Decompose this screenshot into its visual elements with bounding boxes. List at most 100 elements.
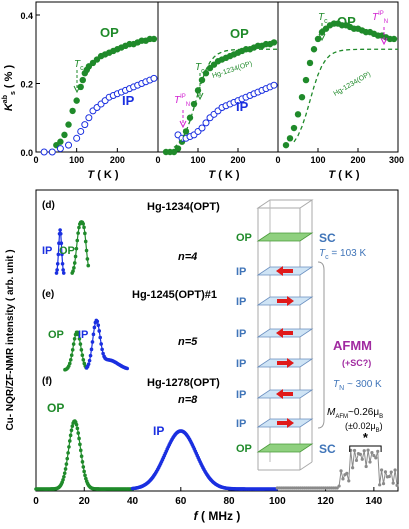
top-xtick-label: 0 <box>155 155 160 165</box>
spec-f-op-point <box>75 426 80 431</box>
tn-label: TIPN <box>372 11 388 25</box>
bottom-xtick-label: 80 <box>224 496 236 507</box>
op-data-point <box>65 121 72 128</box>
layer-label-ip: IP <box>236 266 246 278</box>
spec-f-cu63-point <box>345 471 349 475</box>
moment-error-label: (±0.02μB) <box>345 421 383 434</box>
op-plane <box>256 443 314 453</box>
spec-d-op-point <box>77 225 81 230</box>
spec-f-cu63-point <box>358 452 362 457</box>
spec-d-op-point <box>76 231 80 235</box>
tc-text-val: = 103 K <box>329 248 367 259</box>
spec-e-op-point <box>68 358 73 362</box>
top-xlabel-unit: ( K ) <box>215 169 240 181</box>
spec-f-op-point <box>78 442 82 447</box>
sc-label-top: SC <box>319 231 336 245</box>
ip-data-point <box>65 141 73 149</box>
spec-f-cu63-point <box>362 449 366 453</box>
spec-f-op-point <box>78 448 83 453</box>
layer-label-op: OP <box>236 443 252 455</box>
panel-tag-e: (e) <box>42 289 54 300</box>
bottom-ylabel: Cu- NQR/ZF-NMR intensity ( arb. unit ) <box>5 249 16 430</box>
spec-f-cu63-point <box>387 474 391 479</box>
op-label-e: OP <box>48 329 64 341</box>
op-data-point <box>73 97 80 104</box>
panel-title-d: Hg-1234(OPT) <box>147 201 220 213</box>
layer-label-ip: IP <box>236 296 246 308</box>
op-plane <box>256 232 314 242</box>
op-label: OP <box>337 14 356 29</box>
spec-e-ip-point <box>90 340 95 344</box>
tn-main: T <box>174 95 181 106</box>
spec-e-ip-point <box>95 319 100 324</box>
spec-e-op-point <box>80 353 85 358</box>
op-data-point <box>290 124 298 132</box>
spec-e-op-point <box>72 336 77 341</box>
top-xtick-label: 0 <box>33 155 38 165</box>
moment-err: (±0.02μ <box>345 421 376 431</box>
op-label-d: OP <box>59 245 75 257</box>
spec-f-op-point <box>66 451 70 455</box>
moment-sub: AFM <box>335 414 348 420</box>
spec-e-op-point <box>71 342 76 346</box>
spec-f-cu63-point <box>370 451 374 455</box>
spec-e-op-point <box>77 336 82 341</box>
spec-f-op-point <box>67 439 72 443</box>
spec-f-cu63-point <box>339 469 343 473</box>
ip-data-point <box>270 81 278 89</box>
spin-arrow <box>277 296 294 306</box>
spec-e-op-point <box>79 348 84 352</box>
moment-err-b: B <box>376 428 380 434</box>
top-ytick-label: 0.0 <box>20 148 33 158</box>
spec-f-op-point <box>76 431 81 435</box>
spec-d-op-point <box>82 225 86 230</box>
bottom-xtick-label: 60 <box>175 496 187 507</box>
spec-d-op-point <box>83 239 88 244</box>
n-label-d-text: n=4 <box>178 251 197 263</box>
spec-d-ip-point <box>60 261 65 266</box>
spec-f-cu63-line <box>277 450 398 489</box>
tn-arrow <box>380 37 388 46</box>
tc-sub: c <box>80 65 84 72</box>
spec-e-ip-point <box>92 325 97 330</box>
spec-f-op-point <box>62 471 67 475</box>
op-label: OP <box>100 25 119 40</box>
spec-f-op-point <box>81 465 86 469</box>
ip-data-point <box>56 145 64 153</box>
spec-f-cu63-point <box>378 483 382 487</box>
spec-f-op-point <box>70 424 75 428</box>
bottom-panel-frame <box>35 189 399 492</box>
spec-f-cu63-point <box>372 453 376 458</box>
spec-f-cu63-point <box>364 464 368 469</box>
tn-arrow <box>179 120 187 129</box>
spec-d-op-point <box>85 257 90 261</box>
op-label-f: OP <box>47 401 64 415</box>
spec-e-ip-point <box>96 323 101 328</box>
spec-f-op-point <box>64 462 69 466</box>
top-ylabel-unit: ( % ) <box>3 65 15 92</box>
top-xlabel: T ( K ) <box>208 169 240 181</box>
spec-d-op-point <box>72 266 76 270</box>
spin-arrow <box>276 389 293 399</box>
ip-label-d: IP <box>42 245 52 257</box>
spec-e-ip-point <box>99 342 103 346</box>
spec-f-cu63-point <box>341 477 345 481</box>
bottom-xtick-label: 40 <box>127 496 139 507</box>
top-ytick-label: 0.4 <box>20 11 33 21</box>
afmm-sub-label: (+SC?) <box>342 358 371 368</box>
spec-f-cu63-point <box>395 483 399 487</box>
op-data-point <box>270 39 278 46</box>
spec-f-cu63-point <box>393 468 397 472</box>
tc-text: T <box>319 248 326 259</box>
tn-sub: N <box>186 102 190 108</box>
tc-main: T <box>195 62 202 73</box>
top-xlabel-main: T <box>87 169 95 181</box>
op-data-point <box>286 135 294 142</box>
ip-data-point <box>73 134 81 142</box>
top-xtick-label: 200 <box>350 155 365 165</box>
spec-d-op-point <box>73 254 78 259</box>
ip-data-point <box>81 121 89 129</box>
ip-data-point <box>202 119 210 127</box>
top-ytick-label: 0.2 <box>20 80 33 90</box>
top-xtick-label: 100 <box>310 155 325 165</box>
